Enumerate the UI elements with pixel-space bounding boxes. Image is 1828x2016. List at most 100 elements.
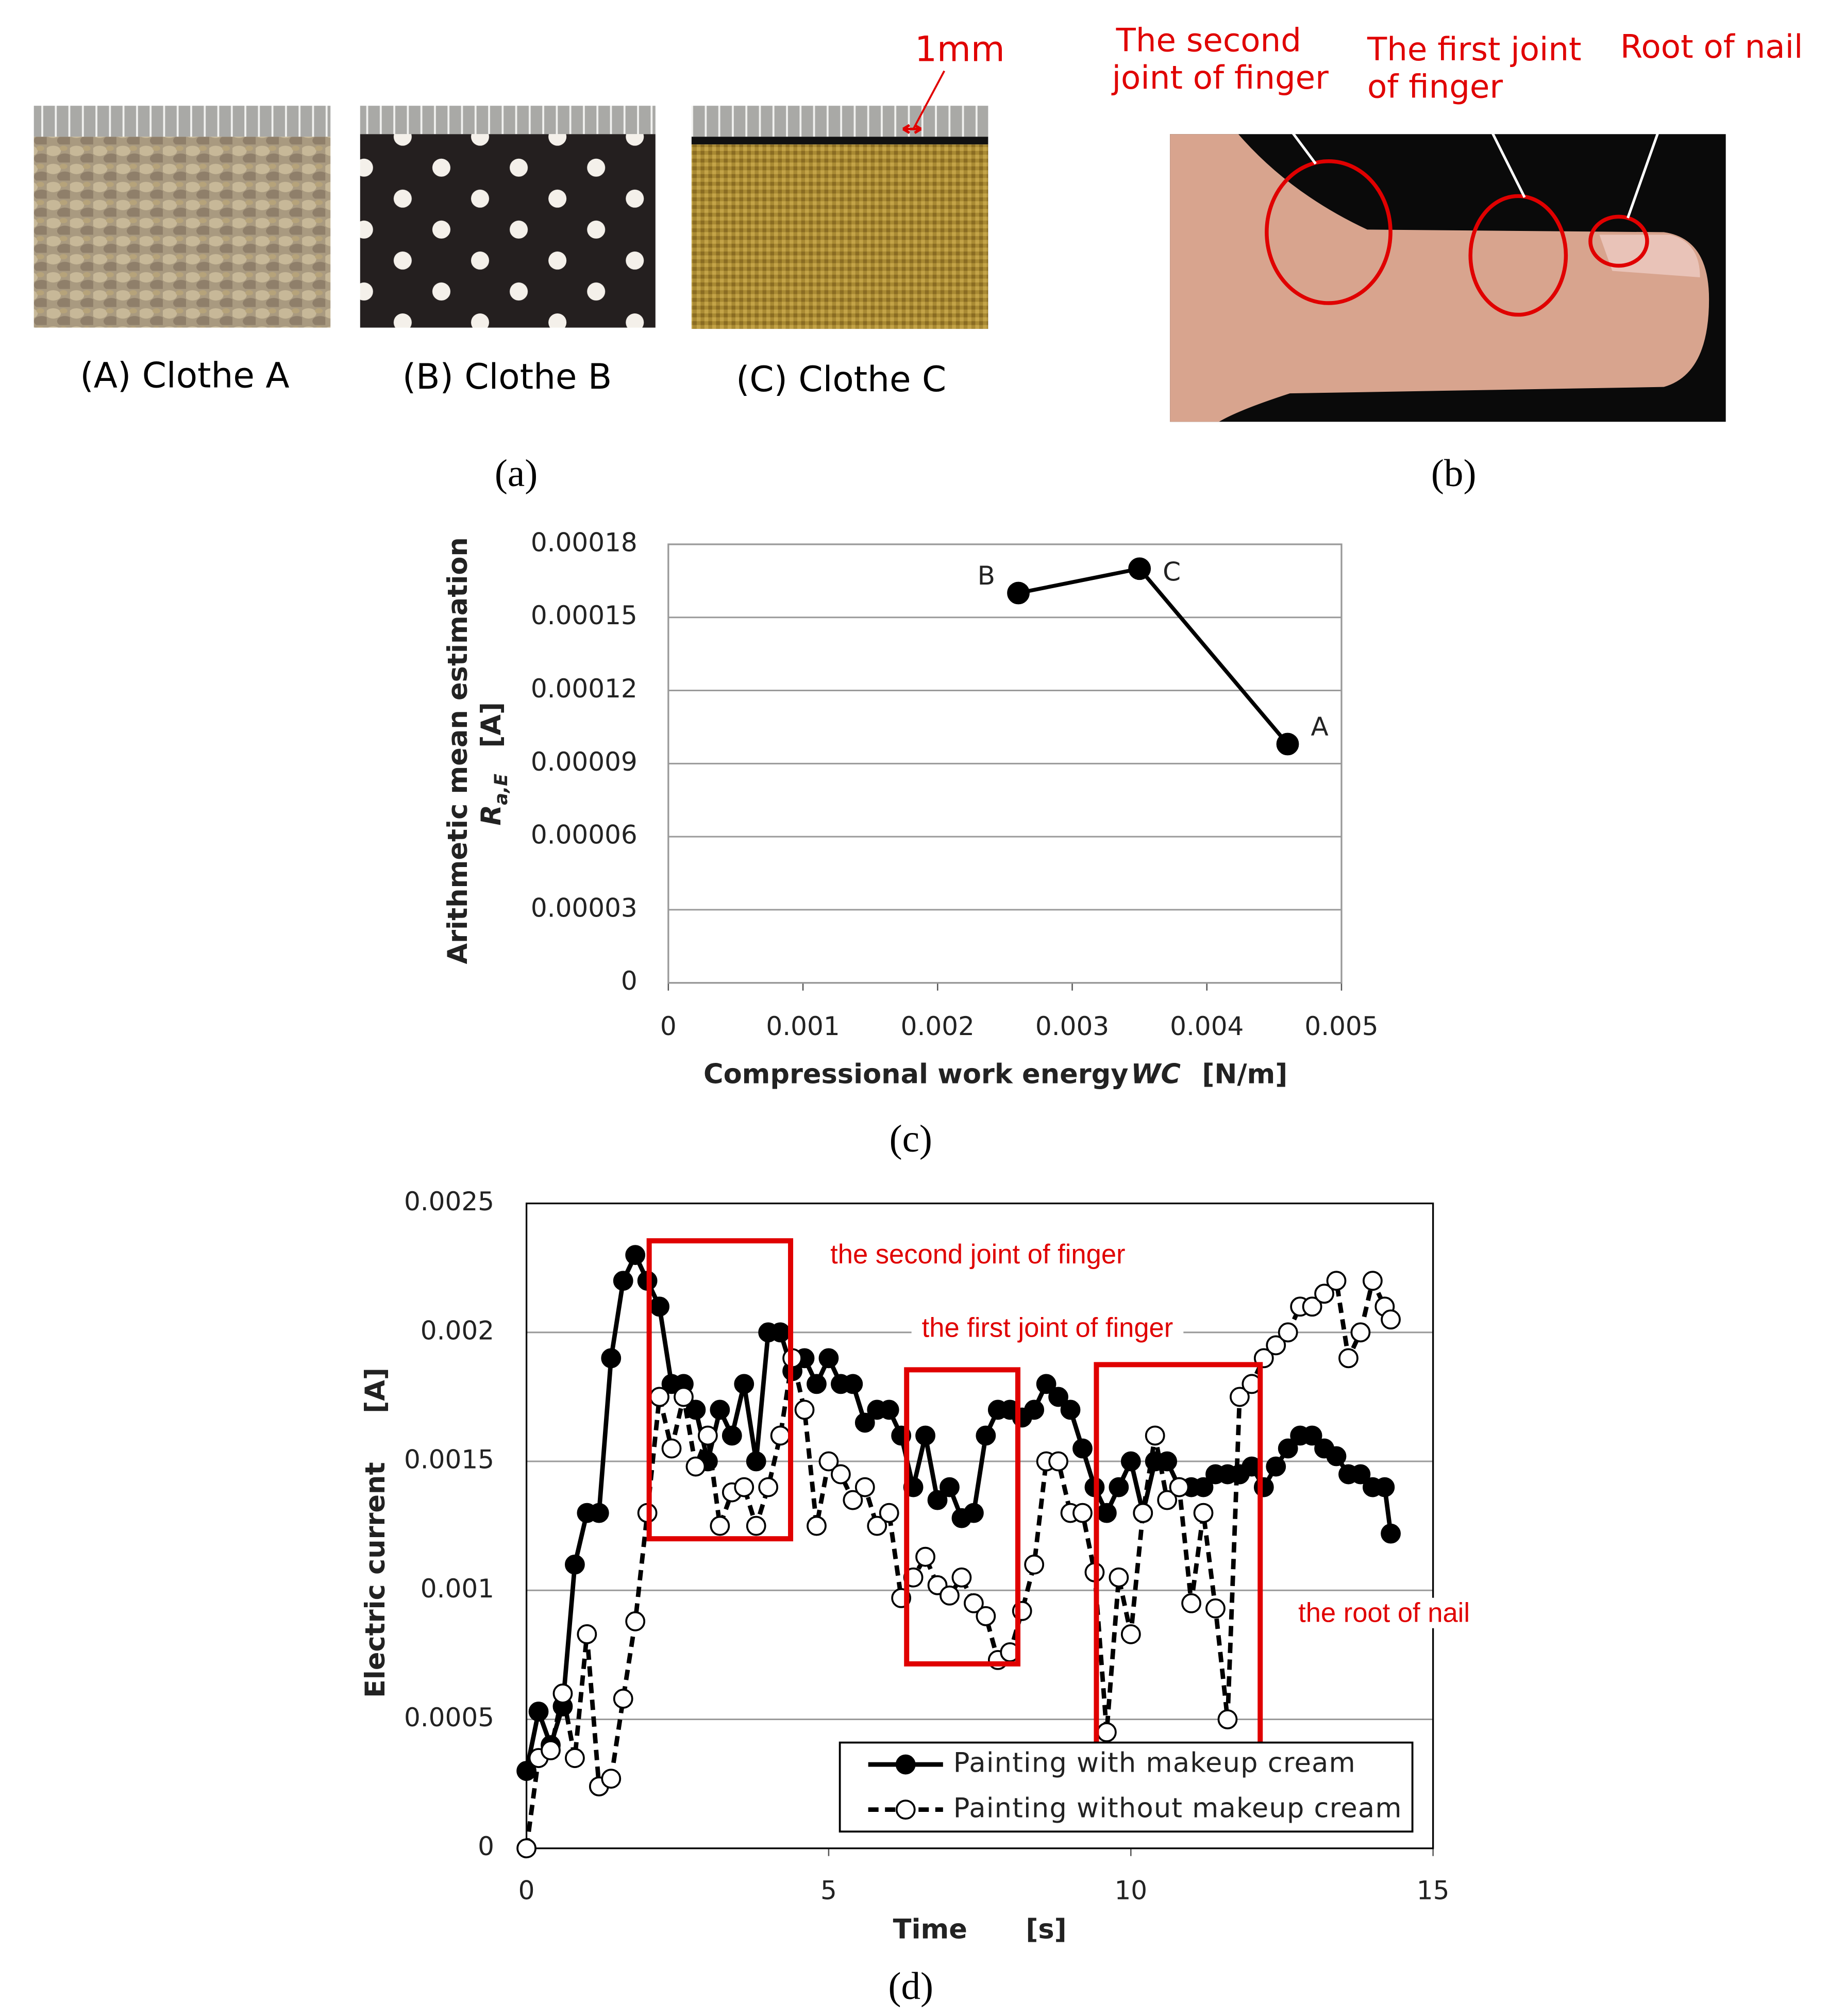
- point: [1381, 1523, 1401, 1544]
- point: [516, 1838, 536, 1859]
- y-axis-subscript: a,E: [491, 774, 512, 805]
- point: [963, 1593, 984, 1613]
- point: [976, 1606, 996, 1626]
- point: [552, 1684, 573, 1704]
- x-axis-label: Time: [893, 1913, 967, 1945]
- point: [1024, 1399, 1045, 1420]
- circle-first-joint: [1468, 194, 1568, 317]
- point: [1350, 1464, 1371, 1485]
- leader: [1269, 102, 1317, 165]
- point: [1217, 1709, 1238, 1729]
- point: [1326, 1271, 1347, 1291]
- point: [1350, 1322, 1371, 1343]
- point-label: A: [1311, 712, 1329, 742]
- y-axis-unit: [A]: [476, 702, 507, 748]
- x-tick-label: 0.003: [1035, 1011, 1109, 1041]
- panel-label: (d): [888, 1965, 933, 2008]
- point: [940, 1585, 960, 1606]
- caption: (B) Clothe B: [403, 356, 612, 397]
- point: [710, 1515, 730, 1536]
- x-tick-label: 0.001: [766, 1011, 840, 1041]
- point: [674, 1387, 694, 1407]
- y-tick-label: 0.0005: [404, 1703, 494, 1732]
- point: [818, 1348, 839, 1369]
- point: [577, 1624, 597, 1644]
- annotation-bg: [820, 1239, 1136, 1270]
- y-axis-label: Arithmetic mean estimation Ra,E [A]: [442, 537, 512, 964]
- point: [843, 1374, 863, 1394]
- x-tick-label: 0: [518, 1875, 535, 1905]
- point: [1096, 1722, 1117, 1742]
- annotation: The second: [1116, 22, 1301, 59]
- annotation: of finger: [1367, 68, 1503, 106]
- panel-label: (a): [495, 452, 538, 495]
- point: [1096, 1503, 1117, 1523]
- leader: [1479, 109, 1526, 198]
- point: [613, 1689, 633, 1709]
- point: [1314, 1284, 1334, 1304]
- point: [940, 1477, 960, 1497]
- point: [843, 1490, 863, 1510]
- point: [541, 1740, 561, 1760]
- ruler: [691, 106, 988, 137]
- point: [879, 1399, 899, 1420]
- point: [770, 1425, 791, 1446]
- point: [565, 1748, 585, 1768]
- point: [1181, 1593, 1201, 1613]
- point: [649, 1296, 669, 1317]
- ruler: [360, 106, 656, 135]
- point: [516, 1761, 536, 1781]
- x-tick-label: 10: [1114, 1875, 1147, 1905]
- annotation-bg: [911, 1312, 1184, 1343]
- ruler-edge: [691, 137, 988, 145]
- point: [1276, 732, 1299, 756]
- point: [830, 1464, 851, 1485]
- point: [613, 1271, 633, 1291]
- y-tick-label: 0.00018: [531, 527, 638, 557]
- point: [1338, 1348, 1359, 1369]
- point: [565, 1554, 585, 1575]
- y-axis-label: Electric current: [360, 1462, 391, 1698]
- point: [746, 1451, 766, 1472]
- point: [1266, 1456, 1286, 1477]
- annotation: Root of nail: [1620, 28, 1803, 65]
- point: [1048, 1387, 1068, 1407]
- point: [1169, 1477, 1189, 1497]
- y-axis-unit: [A]: [360, 1368, 391, 1413]
- point: [927, 1490, 948, 1510]
- x-tick-label: 0.004: [1170, 1011, 1244, 1041]
- point: [589, 1503, 609, 1523]
- annotation: joint of finger: [1111, 59, 1329, 96]
- point: [1128, 557, 1151, 580]
- point-label: C: [1163, 557, 1181, 587]
- y-tick-label: 0.0025: [404, 1187, 494, 1217]
- point: [915, 1546, 935, 1567]
- ruler: [33, 106, 331, 137]
- point: [951, 1567, 972, 1588]
- annotation: The first joint: [1367, 30, 1582, 68]
- point: [1193, 1503, 1214, 1523]
- legend-marker: [895, 1754, 916, 1775]
- point: [1229, 1387, 1250, 1407]
- point: [1109, 1477, 1129, 1497]
- y-tick-label: 0: [478, 1831, 494, 1861]
- highlight-region: [904, 1367, 1020, 1667]
- y-tick-label: 0.00006: [531, 820, 638, 850]
- annotation: the second joint of finger: [830, 1239, 1125, 1270]
- point: [1193, 1477, 1214, 1497]
- point: [1036, 1374, 1056, 1394]
- point: [625, 1245, 646, 1265]
- y-tick-label: 0.00015: [531, 601, 638, 630]
- point: [854, 1412, 875, 1433]
- point-label: B: [978, 561, 995, 591]
- point: [807, 1374, 827, 1394]
- point: [854, 1477, 875, 1497]
- point: [758, 1477, 779, 1497]
- panel-b: The second joint of finger The first joi…: [1111, 22, 1803, 495]
- point: [1362, 1271, 1383, 1291]
- x-axis-unit: [N/m]: [1202, 1059, 1287, 1090]
- legend-label: Painting without makeup cream: [953, 1792, 1402, 1824]
- series-line: [1018, 567, 1289, 745]
- y-tick-label: 0.0015: [404, 1445, 494, 1475]
- point: [1302, 1296, 1322, 1317]
